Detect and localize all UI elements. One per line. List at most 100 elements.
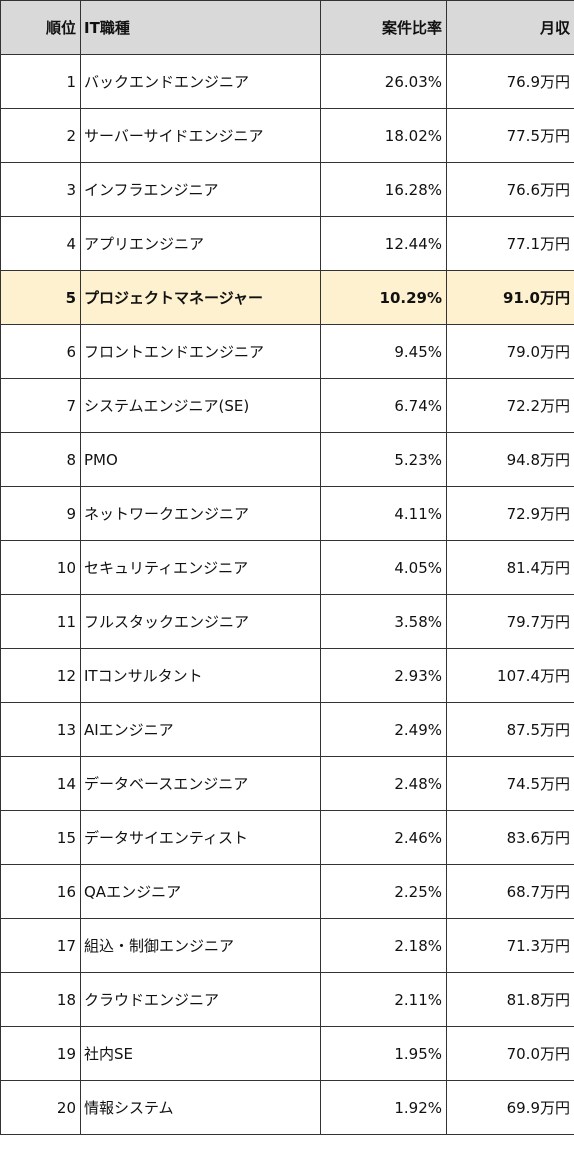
ratio-cell: 18.02%	[320, 108, 447, 163]
ratio-cell: 4.11%	[320, 486, 447, 541]
table-row: 8 PMO 5.23% 94.8万円	[0, 432, 574, 487]
ratio-cell: 2.25%	[320, 864, 447, 919]
header-cell: 順位	[0, 0, 81, 55]
salary-cell: 107.4万円	[446, 648, 574, 703]
job-cell: AIエンジニア	[80, 702, 321, 757]
table-row: 16 QAエンジニア 2.25% 68.7万円	[0, 864, 574, 919]
header-cell: 月収	[446, 0, 574, 55]
header-row: 順位 IT職種 案件比率 月収	[0, 0, 574, 55]
table-row: 5 プロジェクトマネージャー 10.29% 91.0万円	[0, 270, 574, 325]
table-row: 20 情報システム 1.92% 69.9万円	[0, 1080, 574, 1135]
rank-cell: 6	[0, 324, 81, 379]
salary-cell: 76.9万円	[446, 54, 574, 109]
table-row: 4 アプリエンジニア 12.44% 77.1万円	[0, 216, 574, 271]
table-row: 10 セキュリティエンジニア 4.05% 81.4万円	[0, 540, 574, 595]
table-row: 13 AIエンジニア 2.49% 87.5万円	[0, 702, 574, 757]
ratio-cell: 10.29%	[320, 270, 447, 325]
rank-cell: 13	[0, 702, 81, 757]
job-cell: データサイエンティスト	[80, 810, 321, 865]
salary-cell: 83.6万円	[446, 810, 574, 865]
table-row: 3 インフラエンジニア 16.28% 76.6万円	[0, 162, 574, 217]
ratio-cell: 12.44%	[320, 216, 447, 271]
header-cell: 案件比率	[320, 0, 447, 55]
table-row: 12 ITコンサルタント 2.93% 107.4万円	[0, 648, 574, 703]
ratio-cell: 2.11%	[320, 972, 447, 1027]
job-cell: PMO	[80, 432, 321, 487]
rank-cell: 1	[0, 54, 81, 109]
salary-cell: 68.7万円	[446, 864, 574, 919]
rank-cell: 5	[0, 270, 81, 325]
ratio-cell: 1.92%	[320, 1080, 447, 1135]
job-cell: アプリエンジニア	[80, 216, 321, 271]
ratio-cell: 4.05%	[320, 540, 447, 595]
table-row: 18 クラウドエンジニア 2.11% 81.8万円	[0, 972, 574, 1027]
table-row: 14 データベースエンジニア 2.48% 74.5万円	[0, 756, 574, 811]
salary-cell: 94.8万円	[446, 432, 574, 487]
rank-cell: 12	[0, 648, 81, 703]
job-cell: バックエンドエンジニア	[80, 54, 321, 109]
job-cell: クラウドエンジニア	[80, 972, 321, 1027]
salary-cell: 72.9万円	[446, 486, 574, 541]
ratio-cell: 6.74%	[320, 378, 447, 433]
salary-cell: 71.3万円	[446, 918, 574, 973]
rank-cell: 16	[0, 864, 81, 919]
salary-cell: 87.5万円	[446, 702, 574, 757]
ratio-cell: 9.45%	[320, 324, 447, 379]
ratio-cell: 2.18%	[320, 918, 447, 973]
ratio-cell: 26.03%	[320, 54, 447, 109]
job-cell: データベースエンジニア	[80, 756, 321, 811]
rank-cell: 19	[0, 1026, 81, 1081]
rank-cell: 11	[0, 594, 81, 649]
ratio-cell: 1.95%	[320, 1026, 447, 1081]
job-cell: インフラエンジニア	[80, 162, 321, 217]
table-row: 9 ネットワークエンジニア 4.11% 72.9万円	[0, 486, 574, 541]
rank-cell: 17	[0, 918, 81, 973]
rank-cell: 14	[0, 756, 81, 811]
ratio-cell: 2.49%	[320, 702, 447, 757]
ratio-cell: 3.58%	[320, 594, 447, 649]
table-row: 1 バックエンドエンジニア 26.03% 76.9万円	[0, 54, 574, 109]
job-cell: サーバーサイドエンジニア	[80, 108, 321, 163]
salary-cell: 79.0万円	[446, 324, 574, 379]
job-cell: フルスタックエンジニア	[80, 594, 321, 649]
table-body: 1 バックエンドエンジニア 26.03% 76.9万円 2 サーバーサイドエンジニア 18.…	[0, 54, 574, 1135]
rank-cell: 3	[0, 162, 81, 217]
table-row: 11 フルスタックエンジニア 3.58% 79.7万円	[0, 594, 574, 649]
salary-cell: 77.1万円	[446, 216, 574, 271]
job-cell: 情報システム	[80, 1080, 321, 1135]
salary-cell: 81.8万円	[446, 972, 574, 1027]
job-cell: セキュリティエンジニア	[80, 540, 321, 595]
rank-cell: 9	[0, 486, 81, 541]
rank-cell: 2	[0, 108, 81, 163]
table-row: 2 サーバーサイドエンジニア 18.02% 77.5万円	[0, 108, 574, 163]
job-cell: QAエンジニア	[80, 864, 321, 919]
job-cell: 社内SE	[80, 1026, 321, 1081]
rank-cell: 8	[0, 432, 81, 487]
job-cell: フロントエンドエンジニア	[80, 324, 321, 379]
rank-cell: 20	[0, 1080, 81, 1135]
rank-cell: 7	[0, 378, 81, 433]
salary-cell: 69.9万円	[446, 1080, 574, 1135]
job-cell: システムエンジニア(SE)	[80, 378, 321, 433]
job-cell: ネットワークエンジニア	[80, 486, 321, 541]
table-row: 19 社内SE 1.95% 70.0万円	[0, 1026, 574, 1081]
rank-cell: 4	[0, 216, 81, 271]
salary-cell: 76.6万円	[446, 162, 574, 217]
table-row: 15 データサイエンティスト 2.46% 83.6万円	[0, 810, 574, 865]
table-row: 7 システムエンジニア(SE) 6.74% 72.2万円	[0, 378, 574, 433]
rank-cell: 15	[0, 810, 81, 865]
ratio-cell: 2.46%	[320, 810, 447, 865]
job-cell: プロジェクトマネージャー	[80, 270, 321, 325]
salary-cell: 70.0万円	[446, 1026, 574, 1081]
salary-cell: 72.2万円	[446, 378, 574, 433]
header-cell: IT職種	[80, 0, 321, 55]
ratio-cell: 5.23%	[320, 432, 447, 487]
salary-cell: 81.4万円	[446, 540, 574, 595]
rank-cell: 18	[0, 972, 81, 1027]
salary-cell: 91.0万円	[446, 270, 574, 325]
table-row: 6 フロントエンドエンジニア 9.45% 79.0万円	[0, 324, 574, 379]
salary-cell: 77.5万円	[446, 108, 574, 163]
ratio-cell: 2.93%	[320, 648, 447, 703]
